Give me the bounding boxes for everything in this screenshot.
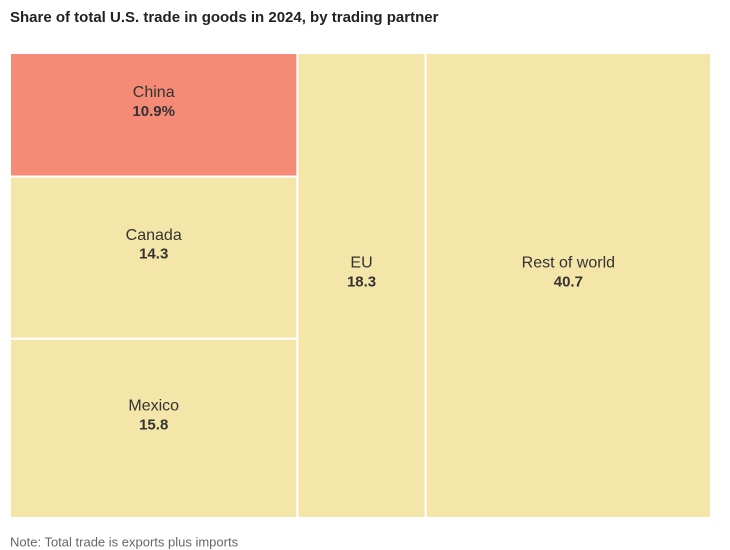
cell-label: Rest of world xyxy=(522,255,615,272)
value-label: 14.3 xyxy=(139,246,168,263)
cell-label: EU xyxy=(350,255,372,272)
value-label: 18.3 xyxy=(347,273,376,290)
treemap-cell xyxy=(424,52,712,519)
treemap-cell xyxy=(296,52,427,519)
value-label: 15.8 xyxy=(139,416,168,433)
treemap-cell xyxy=(9,52,299,178)
chart-note: Note: Total trade is exports plus import… xyxy=(10,534,239,549)
treemap-cell xyxy=(9,337,299,519)
cell-label: Mexico xyxy=(128,398,179,415)
cell-label: China xyxy=(133,84,175,101)
value-label: 40.7 xyxy=(554,273,583,290)
chart-title: Share of total U.S. trade in goods in 20… xyxy=(10,9,439,26)
treemap-cell xyxy=(9,175,299,340)
cell-label: Canada xyxy=(126,227,182,244)
value-label: 10.9% xyxy=(132,103,175,120)
